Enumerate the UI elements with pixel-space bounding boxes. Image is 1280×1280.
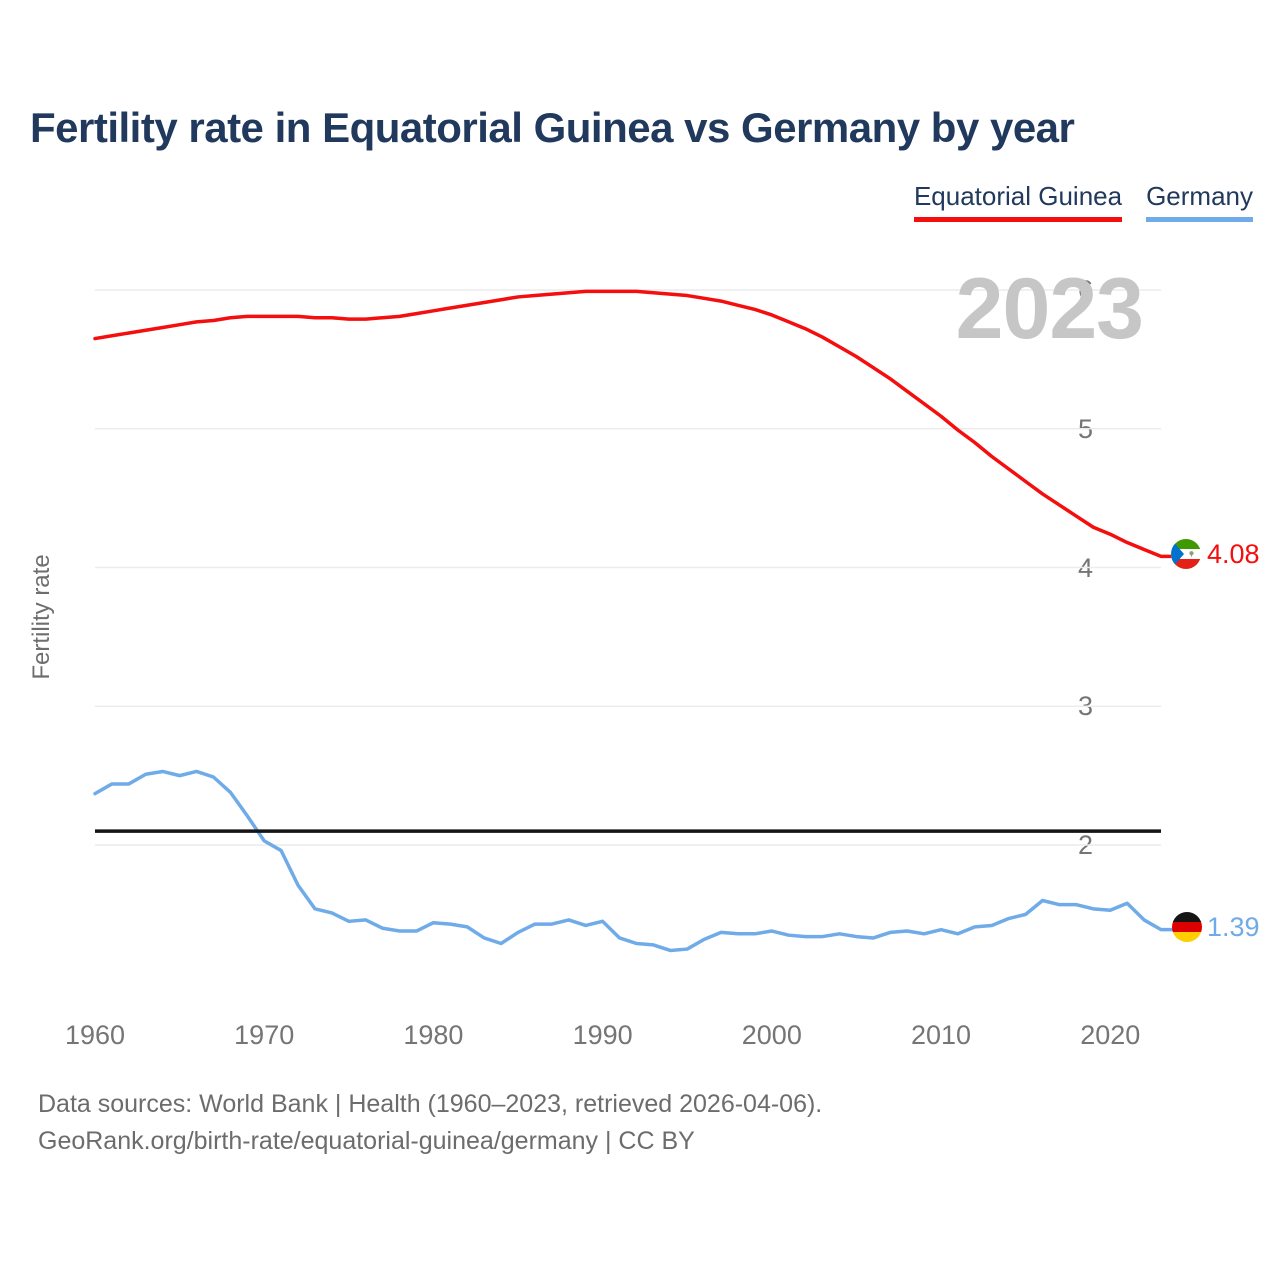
y-tick-label: 4 — [1077, 552, 1093, 583]
page-title: Fertility rate in Equatorial Guinea vs G… — [30, 104, 1075, 151]
legend-item-germany[interactable]: Germany — [1146, 181, 1253, 222]
y-tick-label: 2 — [1077, 830, 1093, 860]
watermark-year: 2023 — [955, 261, 1144, 357]
x-tick-label: 2000 — [741, 1020, 802, 1050]
caption: Data sources: World Bank | Health (1960–… — [38, 1086, 822, 1160]
caption-line-1: Data sources: World Bank | Health (1960–… — [38, 1090, 823, 1118]
x-tick-label: 2010 — [910, 1020, 972, 1050]
x-tick-label: 2020 — [1080, 1020, 1141, 1050]
germany-flag-icon — [1172, 912, 1202, 942]
x-tick-label: 1990 — [572, 1020, 633, 1050]
series-line-germany — [93, 769, 1174, 953]
y-tick-label: 3 — [1077, 691, 1093, 722]
x-tick-label: 1980 — [403, 1020, 464, 1050]
legend: Equatorial Guinea Germany — [913, 181, 1253, 222]
legend-item-equatorial-guinea[interactable]: Equatorial Guinea — [913, 181, 1123, 222]
equatorial-guinea-flag-icon — [1171, 539, 1201, 569]
caption-line-2: GeoRank.org/birth-rate/equatorial-guinea… — [38, 1127, 695, 1155]
end-label-equatorial-guinea: 4.08 — [1207, 539, 1260, 569]
x-tick-label: 1960 — [64, 1020, 126, 1050]
end-label-germany: 1.39 — [1207, 912, 1260, 942]
x-tick-label: 1970 — [234, 1020, 295, 1050]
y-tick-label: 5 — [1077, 413, 1093, 444]
